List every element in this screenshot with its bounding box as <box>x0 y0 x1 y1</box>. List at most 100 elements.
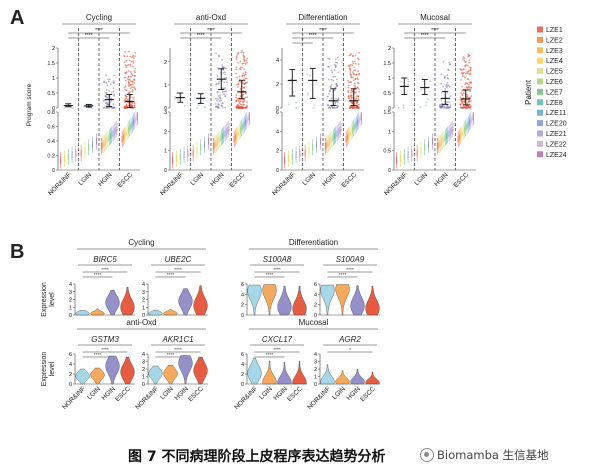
patient-box <box>248 113 250 121</box>
violin-shape <box>350 285 365 316</box>
violin-y-tick-label: 6 <box>241 282 244 288</box>
gene-group-cycling: CyclingBIRC5********01234UBE2C********01… <box>69 238 208 319</box>
violin-panel-birc5: BIRC5 ******** 0 12 3 4 <box>69 255 135 319</box>
cell-point <box>464 72 467 75</box>
cell-point <box>238 80 241 83</box>
cell-point <box>128 85 130 88</box>
cell-point <box>239 60 242 63</box>
violin-y-tick-label: 4 <box>314 292 317 298</box>
cell-point <box>112 87 115 89</box>
top-y-tick-label: 1 <box>164 83 167 89</box>
cell-point <box>469 73 472 76</box>
patient-box <box>332 134 334 141</box>
violin-shape <box>163 365 178 385</box>
cell-point <box>329 106 332 109</box>
bottom-y-tick-label: 0.6 <box>47 125 55 131</box>
cell-point <box>440 103 443 106</box>
cell-point <box>243 74 246 77</box>
patient-box <box>243 121 245 128</box>
cell-point <box>242 107 245 109</box>
cell-point <box>347 84 350 87</box>
violin-y-tick-label: 2 <box>142 298 145 304</box>
cell-point <box>350 94 353 97</box>
patient-box <box>213 142 215 150</box>
cell-point <box>466 82 469 85</box>
cell-point <box>222 72 225 74</box>
patient-box <box>225 128 227 136</box>
cell-point <box>108 78 111 81</box>
cell-point <box>464 83 467 85</box>
cell-point <box>397 106 400 109</box>
violin-shape <box>178 288 193 316</box>
patient-box <box>125 130 127 137</box>
cell-point <box>357 98 360 101</box>
cell-point <box>216 98 219 100</box>
cell-point <box>110 92 113 94</box>
cell-point <box>219 99 222 102</box>
cell-point <box>334 102 337 105</box>
patient-box <box>335 131 337 139</box>
patient-box <box>308 146 310 154</box>
cell-point <box>348 81 351 84</box>
cell-point <box>223 90 226 93</box>
cell-point <box>467 106 470 109</box>
cell-point <box>355 102 358 105</box>
patient-box <box>360 113 362 121</box>
legend-label: LZE8 <box>546 100 563 107</box>
cell-point <box>214 98 217 100</box>
bottom-y-tick-label: 2 <box>276 149 279 155</box>
cell-point <box>425 104 428 107</box>
cell-point <box>221 102 224 104</box>
patient-box <box>71 152 73 159</box>
cell-point <box>202 99 205 102</box>
cell-point <box>328 58 331 60</box>
cell-point <box>242 99 245 102</box>
cell-point <box>350 73 353 76</box>
cell-point <box>407 78 410 81</box>
stage-label: LGIN <box>86 385 102 401</box>
cell-point <box>420 89 423 91</box>
patient-box <box>112 130 114 137</box>
cell-point <box>127 81 130 83</box>
cell-point <box>449 104 452 107</box>
cell-point <box>125 59 128 62</box>
cell-point <box>446 81 449 84</box>
cell-point <box>110 99 113 102</box>
caption-title: 图 7 不同病理阶段上皮程序表达趋势分析 <box>128 449 386 465</box>
cell-point <box>446 105 449 108</box>
bottom-y-tick-label: 2 <box>164 129 167 135</box>
legend-label: LZE7 <box>546 89 563 96</box>
patient-box <box>448 130 450 137</box>
cell-point <box>466 94 469 96</box>
cell-point <box>239 99 242 102</box>
violin-shape <box>335 284 350 316</box>
cell-point <box>215 102 217 105</box>
cell-point <box>358 63 360 66</box>
cell-point <box>130 80 132 82</box>
cell-point <box>443 77 446 79</box>
cell-point <box>351 90 354 93</box>
cell-point <box>107 104 109 107</box>
violin-y-tick-label: 4 <box>241 292 244 298</box>
cell-point <box>134 51 137 54</box>
cell-point <box>446 92 448 94</box>
cell-point <box>235 107 238 109</box>
stage-label: ESCC <box>228 171 246 189</box>
cell-point <box>444 88 447 90</box>
cell-point <box>244 77 247 80</box>
top-y-tick-label: 0 <box>388 106 391 112</box>
panel-b-ylabel: level <box>49 361 56 376</box>
cell-point <box>131 90 134 93</box>
cell-point <box>245 59 248 62</box>
cell-point <box>246 57 249 60</box>
cell-point <box>241 49 244 52</box>
panel-b-ylabel: Expression <box>41 282 48 317</box>
wechat-channel-icon <box>420 448 434 462</box>
cell-point <box>129 64 132 67</box>
cell-point <box>217 105 220 108</box>
legend-label: LZE6 <box>546 79 563 86</box>
patient-box <box>471 115 473 122</box>
cell-point <box>241 93 244 96</box>
cell-point <box>130 87 133 89</box>
